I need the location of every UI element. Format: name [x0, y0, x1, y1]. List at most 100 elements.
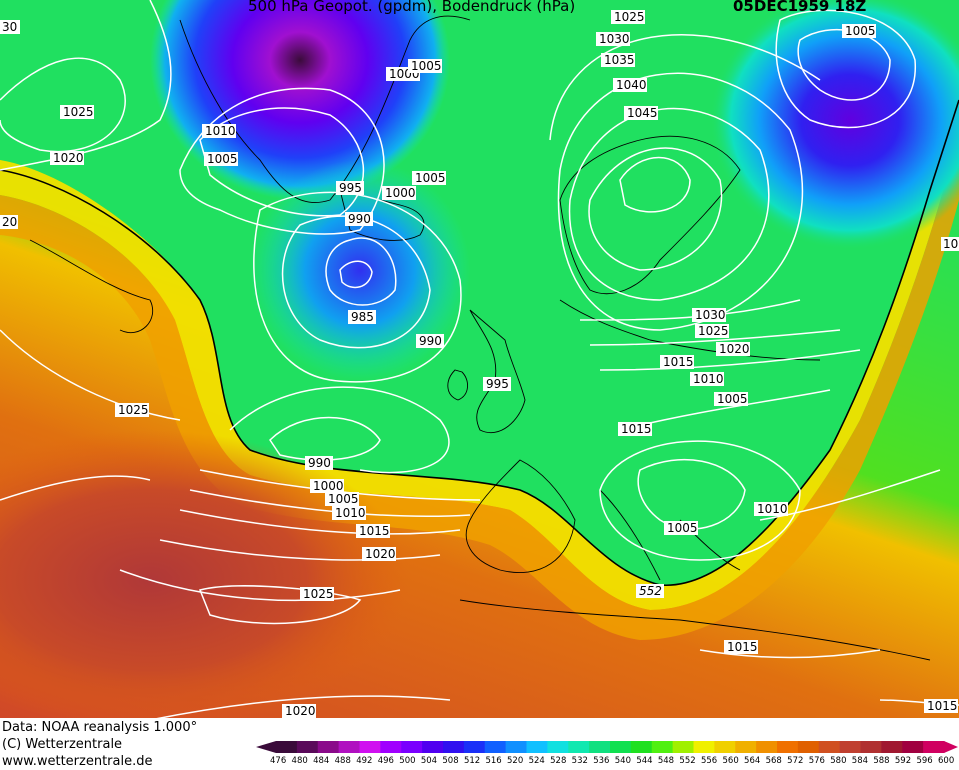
arctic-low-ne — [710, 0, 959, 250]
svg-text:1010: 1010 — [693, 372, 724, 386]
legend-tick-label: 584 — [852, 756, 868, 766]
isobar-label: 1015 — [924, 699, 958, 713]
legend-swatch — [693, 741, 715, 753]
legend-swatch — [568, 741, 590, 753]
legend-tick-label: 568 — [766, 756, 782, 766]
svg-text:990: 990 — [308, 456, 331, 470]
isobars — [0, 0, 959, 720]
svg-text:1005: 1005 — [845, 24, 876, 38]
legend-swatch — [505, 741, 528, 753]
legend-swatch — [902, 741, 924, 753]
isobar-label: 1040 — [613, 78, 647, 92]
legend-tick-label: 588 — [873, 756, 889, 766]
isobar-label: 1005 — [842, 24, 876, 38]
svg-text:1000: 1000 — [313, 479, 344, 493]
legend-swatch — [463, 741, 486, 753]
map-date: 05DEC1959 18Z — [733, 0, 867, 15]
svg-text:990: 990 — [348, 212, 371, 226]
legend-swatch — [714, 741, 736, 753]
svg-text:1025: 1025 — [698, 324, 729, 338]
legend-swatch — [338, 741, 361, 753]
isobar-label: 1025 — [300, 587, 334, 601]
svg-text:1030: 1030 — [695, 308, 726, 322]
legend-swatch — [818, 741, 841, 753]
svg-text:10: 10 — [943, 237, 958, 251]
legend-tick-label: 596 — [916, 756, 932, 766]
isobar-label: 1035 — [601, 53, 635, 67]
svg-text:1005: 1005 — [667, 521, 698, 535]
svg-text:1005: 1005 — [411, 59, 442, 73]
legend-swatch — [526, 741, 548, 753]
polar-low — [150, 0, 450, 200]
legend-tick-label: 500 — [399, 756, 415, 766]
legend-swatch — [923, 741, 945, 753]
warm-band — [0, 80, 959, 610]
svg-text:990: 990 — [419, 334, 442, 348]
isobar-label: 1030 — [596, 32, 630, 46]
isobar-label: 985 — [348, 310, 376, 324]
svg-text:1025: 1025 — [614, 10, 645, 24]
svg-text:995: 995 — [486, 377, 509, 391]
isobar-label: 1030 — [692, 308, 726, 322]
svg-text:1020: 1020 — [53, 151, 84, 165]
svg-text:1020: 1020 — [285, 704, 316, 718]
legend-swatch — [610, 741, 632, 753]
svg-text:30: 30 — [2, 20, 17, 34]
legend-swatch — [735, 741, 757, 753]
svg-text:1035: 1035 — [604, 53, 635, 67]
legend-tick-label: 476 — [270, 756, 286, 766]
isobar-label: 1025 — [60, 105, 94, 119]
legend-tick-label: 528 — [550, 756, 566, 766]
isobar-label: 1025 — [115, 403, 149, 417]
legend-swatch — [422, 741, 444, 753]
isobar-label: 1045 — [624, 106, 658, 120]
svg-text:552: 552 — [639, 584, 662, 598]
legend-tick-label: 524 — [529, 756, 545, 766]
svg-text:995: 995 — [339, 181, 362, 195]
svg-text:1005: 1005 — [207, 152, 238, 166]
copyright: (C) Wetterzentrale — [2, 737, 123, 752]
legend-swatch — [401, 741, 423, 753]
svg-text:1045: 1045 — [627, 106, 658, 120]
svg-text:1015: 1015 — [927, 699, 958, 713]
website-link[interactable]: www.wetterzentrale.de — [2, 754, 153, 769]
legend-swatch — [276, 741, 298, 753]
isobar-label: 1000 — [382, 186, 416, 200]
legend-swatch — [547, 741, 569, 753]
svg-text:1025: 1025 — [303, 587, 334, 601]
legend-tick-label: 556 — [701, 756, 717, 766]
legend-swatch — [860, 741, 882, 753]
legend-swatch — [630, 741, 653, 753]
legend-swatch — [651, 741, 674, 753]
svg-text:1005: 1005 — [328, 492, 359, 506]
isobar-label: 1005 — [408, 59, 442, 73]
isobar-label: 1005 — [412, 171, 446, 185]
isobar-label: 1010 — [754, 502, 788, 516]
svg-text:1040: 1040 — [616, 78, 647, 92]
isobar-label: 1015 — [724, 640, 758, 654]
svg-text:1015: 1015 — [727, 640, 758, 654]
isobar-label: 1015 — [660, 355, 694, 369]
isobar-label: 1000 — [310, 479, 344, 493]
data-source: Data: NOAA reanalysis 1.000° — [2, 720, 198, 735]
legend-swatch — [839, 741, 862, 753]
legend-swatch — [317, 741, 340, 753]
legend-swatch — [881, 741, 903, 753]
legend-tick-label: 548 — [658, 756, 674, 766]
map-title: 500 hPa Geopot. (gpdm), Bodendruck (hPa) — [248, 0, 576, 15]
legend-tick-label: 544 — [636, 756, 652, 766]
legend-tick-label: 600 — [938, 756, 954, 766]
isobar-label: 1015 — [356, 524, 390, 538]
isobar-label: 1020 — [716, 342, 750, 356]
coastlines — [29, 15, 931, 661]
isobar-label: 1005 — [204, 152, 238, 166]
legend-swatch — [797, 741, 820, 753]
contour-label-552: 552 — [636, 584, 664, 598]
isobar-label: 1010 — [202, 124, 236, 138]
isobar-labels: 1025 1025 1020 1010 1005 1000 1005 995 1… — [0, 10, 959, 718]
svg-text:1030: 1030 — [599, 32, 630, 46]
legend-tick-label: 540 — [615, 756, 631, 766]
isobar-label: 995 — [483, 377, 511, 391]
legend-tick-label: 492 — [356, 756, 372, 766]
